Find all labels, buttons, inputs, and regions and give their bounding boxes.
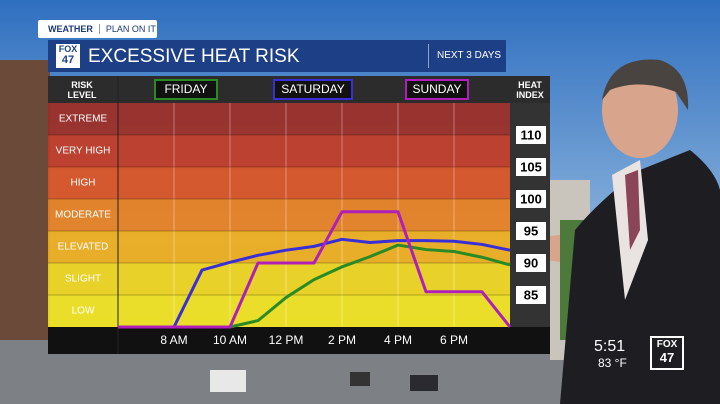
chart-subtitle: NEXT 3 DAYS	[428, 44, 501, 68]
chart-title: EXCESSIVE HEAT RISK	[88, 46, 300, 67]
y-tick-box	[516, 190, 546, 208]
x-tick-label: 2 PM	[328, 333, 356, 347]
risk-label: HIGH	[71, 178, 96, 189]
y-tick-label: 95	[524, 223, 538, 238]
legend-label: SUNDAY	[412, 82, 461, 96]
x-tick-label: 10 AM	[213, 333, 247, 347]
series-line	[118, 210, 512, 329]
title-bar: FOX 47 EXCESSIVE HEAT RISK NEXT 3 DAYS	[48, 40, 506, 72]
y-tick-label: 100	[520, 191, 542, 206]
risk-axis-label: RISK LEVEL	[67, 80, 97, 100]
logo-top: FOX	[58, 44, 78, 54]
risk-label: VERY HIGH	[56, 146, 111, 157]
risk-band	[48, 199, 510, 231]
risk-band	[48, 295, 510, 327]
risk-label: ELEVATED	[58, 242, 109, 253]
risk-band	[48, 263, 510, 295]
x-tick-label: 12 PM	[269, 333, 304, 347]
legend-label: FRIDAY	[164, 82, 207, 96]
logo: FOX 47	[56, 44, 80, 68]
logo-bottom: 47	[61, 54, 75, 66]
risk-label: SLIGHT	[65, 274, 101, 285]
legend-box	[273, 79, 353, 100]
logo-bottom: 47	[659, 350, 675, 365]
brand: WEATHER	[38, 24, 100, 34]
risk-band	[48, 231, 510, 263]
tagline: PLAN ON IT	[105, 24, 156, 34]
x-tick-label: 6 PM	[440, 333, 468, 347]
x-tick-label: 8 AM	[160, 333, 187, 347]
series-line	[118, 243, 511, 329]
y-tick-label: 110	[521, 127, 542, 142]
legend-label: SATURDAY	[281, 82, 345, 96]
clock-time: 5:51	[594, 338, 626, 355]
y-tick-box	[516, 286, 546, 304]
legend-box	[154, 79, 218, 100]
logo-top: FOX	[656, 339, 678, 350]
risk-band	[48, 103, 510, 135]
corner-logo: FOX 47	[650, 336, 684, 370]
y-tick-label: 105	[520, 159, 542, 174]
risk-label: EXTREME	[59, 114, 108, 125]
series-line	[118, 237, 511, 329]
risk-label: LOW	[72, 306, 95, 317]
y-tick-label: 85	[524, 287, 538, 302]
x-tick-label: 4 PM	[384, 333, 412, 347]
legend-box	[405, 79, 469, 100]
y-tick-label: 90	[524, 255, 538, 270]
y-tick-box	[516, 126, 546, 144]
x-axis-row	[48, 327, 550, 354]
y-tick-box	[516, 222, 546, 240]
risk-label: MODERATE	[55, 210, 111, 221]
brand-tag: WEATHER PLAN ON IT	[38, 20, 157, 38]
risk-band	[48, 167, 510, 199]
clock-temp: 83 °F	[598, 356, 627, 370]
y-tick-box	[516, 254, 546, 272]
y-tick-box	[516, 158, 546, 176]
y-axis-label: HEAT INDEX	[516, 80, 544, 100]
risk-band	[48, 135, 510, 167]
